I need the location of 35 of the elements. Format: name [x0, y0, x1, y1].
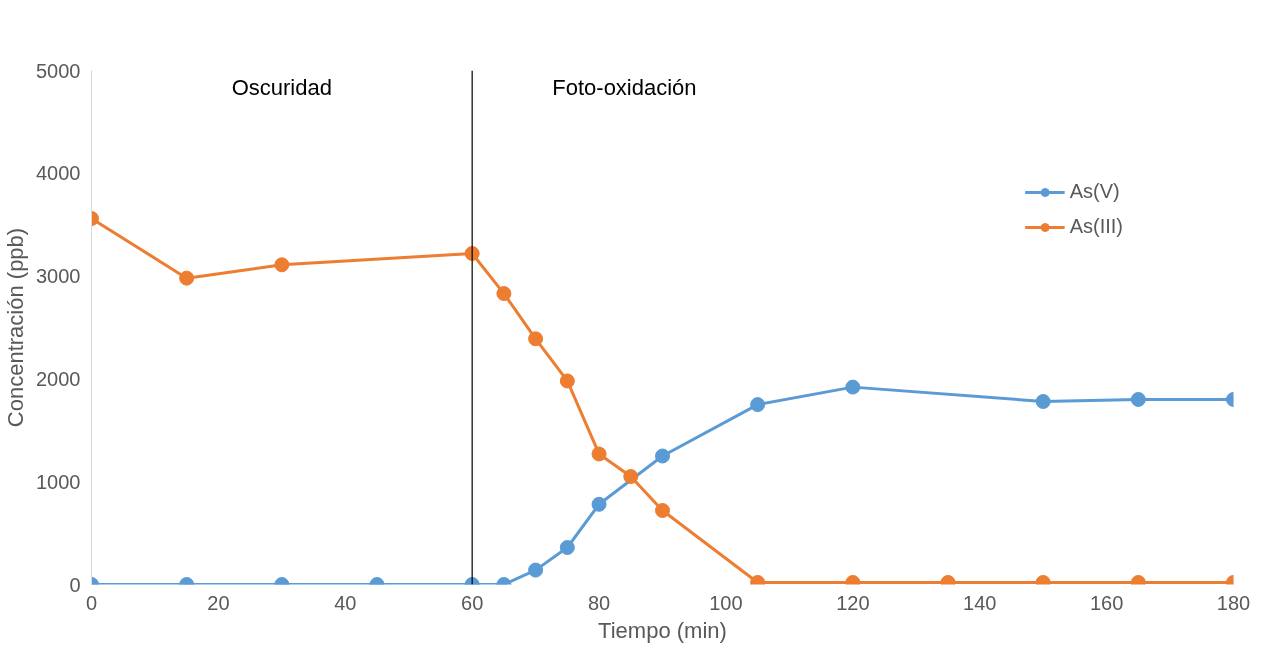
x-tick-label: 0	[85, 591, 98, 614]
x-tick-label: 40	[334, 591, 357, 614]
point	[274, 257, 290, 273]
x-tick-label: 160	[1089, 591, 1124, 614]
x-tick-label: 140	[963, 591, 997, 614]
point	[464, 246, 480, 261]
point	[655, 448, 670, 464]
x-tick-label: 100	[709, 591, 743, 614]
point	[1130, 391, 1146, 407]
point	[559, 373, 575, 389]
y-axis-title: Concentración (ppb)	[3, 227, 29, 428]
point	[179, 270, 195, 286]
x-tick-label: 80	[587, 591, 611, 614]
point	[1035, 394, 1051, 409]
x-tick-label: 180	[1216, 591, 1251, 614]
y-tick-label: 1000	[36, 470, 81, 493]
point	[750, 397, 766, 413]
point	[845, 379, 861, 395]
annotation: Oscuridad	[231, 74, 332, 100]
point	[591, 446, 607, 462]
y-tick-label: 5000	[36, 59, 81, 82]
legend-label: As(V)	[1069, 180, 1120, 203]
legend-label: As(III)	[1069, 215, 1123, 238]
point	[591, 496, 607, 512]
point	[528, 331, 544, 347]
y-tick-label: 3000	[36, 265, 81, 288]
y-tick-label: 4000	[36, 162, 81, 185]
annotation: Foto-oxidación	[552, 74, 697, 100]
y-tick-label: 2000	[36, 367, 81, 390]
point	[496, 286, 512, 302]
y-tick-label: 0	[69, 573, 81, 596]
x-tick-label: 120	[836, 591, 870, 614]
x-tick-label: 60	[461, 591, 484, 614]
x-axis-title: Tiempo (min)	[598, 617, 727, 643]
x-tick-label: 20	[207, 591, 230, 614]
